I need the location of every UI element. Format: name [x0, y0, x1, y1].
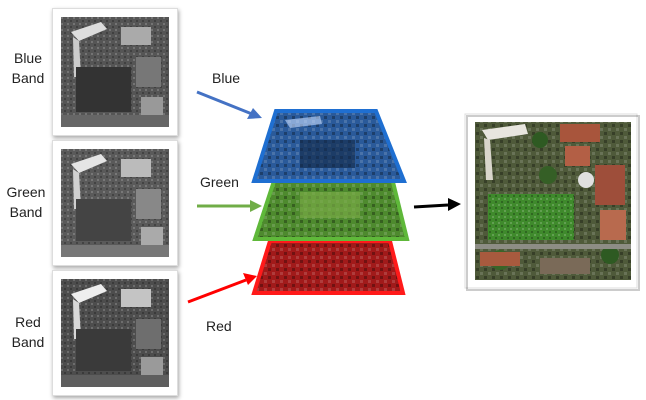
blue-band-label: Blue Band — [4, 48, 52, 88]
blue-band-aerial — [61, 17, 169, 127]
green-arrow — [197, 200, 262, 212]
red-arrow — [187, 273, 257, 304]
red-arrow-label: Red — [206, 318, 232, 334]
output-arrow — [413, 198, 461, 211]
green-band-aerial — [61, 149, 169, 257]
blue-layer — [251, 109, 407, 183]
blue-band-label-line1: Blue — [13, 50, 43, 66]
green-band-label-line2: Band — [9, 204, 43, 220]
blue-band-image — [52, 8, 178, 136]
green-band-image — [52, 140, 178, 266]
green-layer — [252, 176, 410, 241]
blue-band-label-line2: Band — [11, 70, 45, 86]
green-band-label-line1: Green — [6, 184, 46, 200]
red-layer — [251, 239, 406, 295]
green-arrow-label: Green — [200, 174, 239, 190]
red-band-label-line1: Red — [15, 314, 41, 330]
red-band-image — [52, 270, 178, 396]
blue-arrow — [196, 90, 262, 119]
blue-arrow-label: Blue — [212, 70, 241, 86]
red-band-label-line2: Band — [11, 334, 45, 350]
red-band-aerial — [61, 279, 169, 387]
composite-color-image — [464, 113, 640, 291]
green-band-label: Green Band — [2, 182, 50, 222]
red-band-label: Red Band — [4, 312, 52, 352]
